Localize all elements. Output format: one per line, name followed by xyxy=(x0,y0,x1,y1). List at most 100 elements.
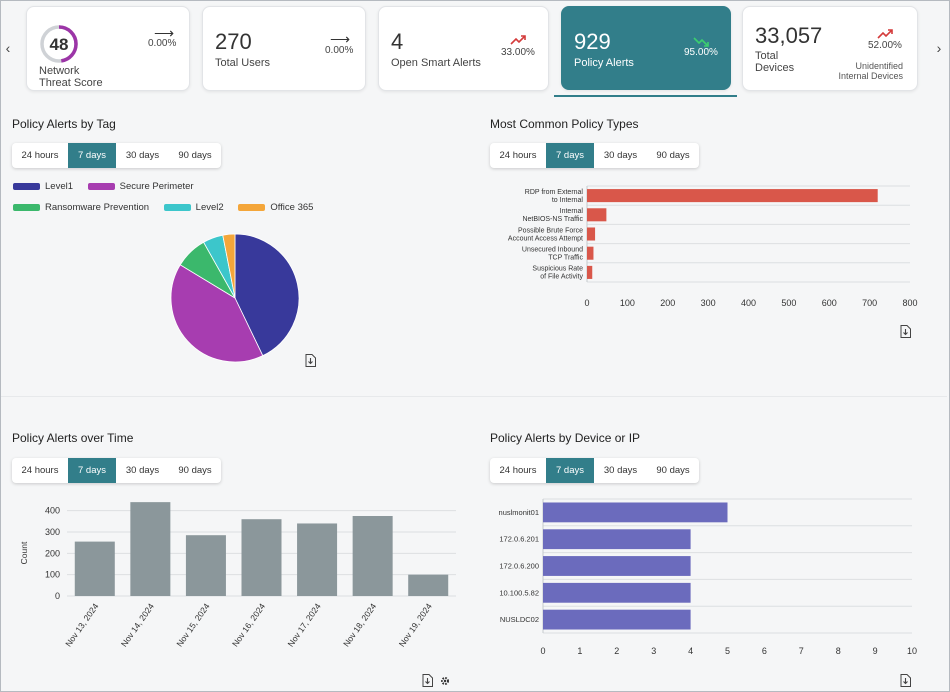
y-tick-label: 0 xyxy=(55,591,60,601)
gear-icon[interactable] xyxy=(440,676,450,686)
x-tick-label: 300 xyxy=(701,298,716,308)
kpi-percent: 52.00% xyxy=(868,40,902,51)
range-7d[interactable]: 7 days xyxy=(546,458,594,483)
category-label-line: 10.100.5.82 xyxy=(499,588,539,597)
legend-item[interactable]: Secure Perimeter xyxy=(87,181,194,192)
pie-chart xyxy=(170,233,300,363)
x-tick-label: 9 xyxy=(873,646,878,656)
range-90d[interactable]: 90 days xyxy=(656,150,690,161)
panel-title-time: Policy Alerts over Time xyxy=(12,431,134,445)
alerts-over-time-chart: 0 100 200 300 400 Count Nov 13, 2024 Nov 14, 20… xyxy=(19,502,456,649)
bar xyxy=(587,246,594,260)
kpi-label: Devices xyxy=(755,62,795,74)
x-tick-label: 400 xyxy=(741,298,756,308)
range-90d[interactable]: 90 days xyxy=(178,465,212,476)
category-label-line: RDP from External xyxy=(525,189,584,196)
y-tick-label: 100 xyxy=(45,570,60,580)
range-24h[interactable]: 24 hours xyxy=(499,150,537,161)
pie-slice-office-365 xyxy=(222,233,236,299)
kpi-network-threat-score[interactable]: 48 Network Threat Score ⟶ 0.00% xyxy=(26,6,190,91)
range-30d[interactable]: 30 days xyxy=(603,150,638,161)
x-tick-label: 7 xyxy=(799,646,804,656)
bar xyxy=(297,523,338,596)
range-30d[interactable]: 30 days xyxy=(125,150,160,161)
kpi-label: Threat Score xyxy=(39,77,103,89)
alerts-by-device-chart: nuslmonit01 172.0.6.201 172.0.6.200 10.100.… xyxy=(499,498,917,656)
x-tick-label: 4 xyxy=(688,646,693,656)
panel-title-device: Policy Alerts by Device or IP xyxy=(490,431,641,445)
kpi-percent: 0.00% xyxy=(148,38,177,49)
x-tick-label: 1 xyxy=(577,646,582,656)
trend-up-icon xyxy=(877,29,893,39)
category-label-line: Possible Brute Force xyxy=(518,227,583,234)
range-24h[interactable]: 24 hours xyxy=(499,465,537,476)
category-label-line: NUSLDC02 xyxy=(500,615,539,624)
range-90d[interactable]: 90 days xyxy=(178,150,212,161)
category-label-line: 172.0.6.201 xyxy=(499,535,539,544)
y-axis-label: Count xyxy=(19,541,29,564)
legend-item[interactable]: Level1 xyxy=(13,181,73,192)
threat-score-ring: 48 xyxy=(40,25,78,63)
pie-legend: Level1 Secure Perimeter Ransomware Preve… xyxy=(13,181,353,223)
download-icon[interactable] xyxy=(900,325,911,338)
category-label: 10.100.5.82 xyxy=(499,588,539,597)
kpi-total-devices[interactable]: 33,057 Total Devices 52.00% Unidentified… xyxy=(742,6,918,91)
category-label-line: nuslmonit01 xyxy=(499,508,539,517)
bar xyxy=(587,227,596,241)
trend-flat-icon: ⟶ xyxy=(154,25,175,41)
legend-item[interactable]: Level2 xyxy=(163,202,224,213)
x-tick-label: Nov 14, 2024 xyxy=(119,601,156,648)
kpi-value: 33,057 xyxy=(755,23,823,48)
category-label-line: Account Access Attempt xyxy=(508,235,583,242)
download-icon[interactable] xyxy=(900,674,911,687)
range-selector-tag: 24 hours 7 days 30 days 90 days xyxy=(12,143,221,168)
range-24h[interactable]: 24 hours xyxy=(21,465,59,476)
x-tick-label: 600 xyxy=(822,298,837,308)
range-7d[interactable]: 7 days xyxy=(68,458,116,483)
scroll-left-icon[interactable]: ‹ xyxy=(5,40,11,56)
range-selector-device: 24 hours 7 days 30 days 90 days xyxy=(490,458,699,483)
range-7d[interactable]: 7 days xyxy=(546,143,594,168)
panel-title-tag: Policy Alerts by Tag xyxy=(12,117,116,131)
bar xyxy=(543,556,691,576)
x-tick-label: 700 xyxy=(862,298,877,308)
scroll-right-icon[interactable]: › xyxy=(936,40,942,56)
bar xyxy=(587,189,878,203)
legend-item[interactable]: Office 365 xyxy=(238,202,313,213)
pie-slice-secure-perimeter xyxy=(170,264,264,363)
category-label: 172.0.6.200 xyxy=(499,562,539,571)
category-label-line: NetBIOS-NS Traffic xyxy=(522,216,583,223)
kpi-label: Network xyxy=(39,65,80,77)
legend-item[interactable]: Ransomware Prevention xyxy=(13,202,149,213)
range-24h[interactable]: 24 hours xyxy=(21,150,59,161)
range-30d[interactable]: 30 days xyxy=(603,465,638,476)
bar xyxy=(74,541,115,596)
range-30d[interactable]: 30 days xyxy=(125,465,160,476)
x-tick-label: Nov 16, 2024 xyxy=(230,601,267,648)
kpi-total-users[interactable]: 270 Total Users ⟶ 0.00% xyxy=(202,6,366,91)
kpi-percent: 33.00% xyxy=(501,47,535,58)
x-tick-label: 3 xyxy=(651,646,656,656)
x-tick-label: Nov 19, 2024 xyxy=(397,601,434,648)
category-label: nuslmonit01 xyxy=(499,508,539,517)
active-card-indicator xyxy=(554,95,737,97)
x-tick-label: Nov 15, 2024 xyxy=(174,601,211,648)
bar xyxy=(543,502,728,523)
kpi-label: Total xyxy=(755,50,779,62)
range-7d[interactable]: 7 days xyxy=(68,143,116,168)
bar xyxy=(185,535,226,596)
trend-down-icon xyxy=(693,37,709,47)
range-90d[interactable]: 90 days xyxy=(656,465,690,476)
kpi-open-smart-alerts[interactable]: 4 Open Smart Alerts 33.00% xyxy=(378,6,549,91)
kpi-subtitle: Unidentified Internal Devices xyxy=(838,61,903,81)
panel-title-types: Most Common Policy Types xyxy=(490,117,639,131)
x-tick-label: 10 xyxy=(907,646,917,656)
kpi-percent: 95.00% xyxy=(684,47,718,58)
download-icon[interactable] xyxy=(422,674,433,687)
x-tick-label: 6 xyxy=(762,646,767,656)
category-label: NUSLDC02 xyxy=(500,615,539,624)
bar xyxy=(543,609,691,630)
bar xyxy=(352,516,393,596)
kpi-policy-alerts[interactable]: 929 Policy Alerts 95.00% xyxy=(561,6,731,90)
download-icon[interactable] xyxy=(305,354,316,367)
